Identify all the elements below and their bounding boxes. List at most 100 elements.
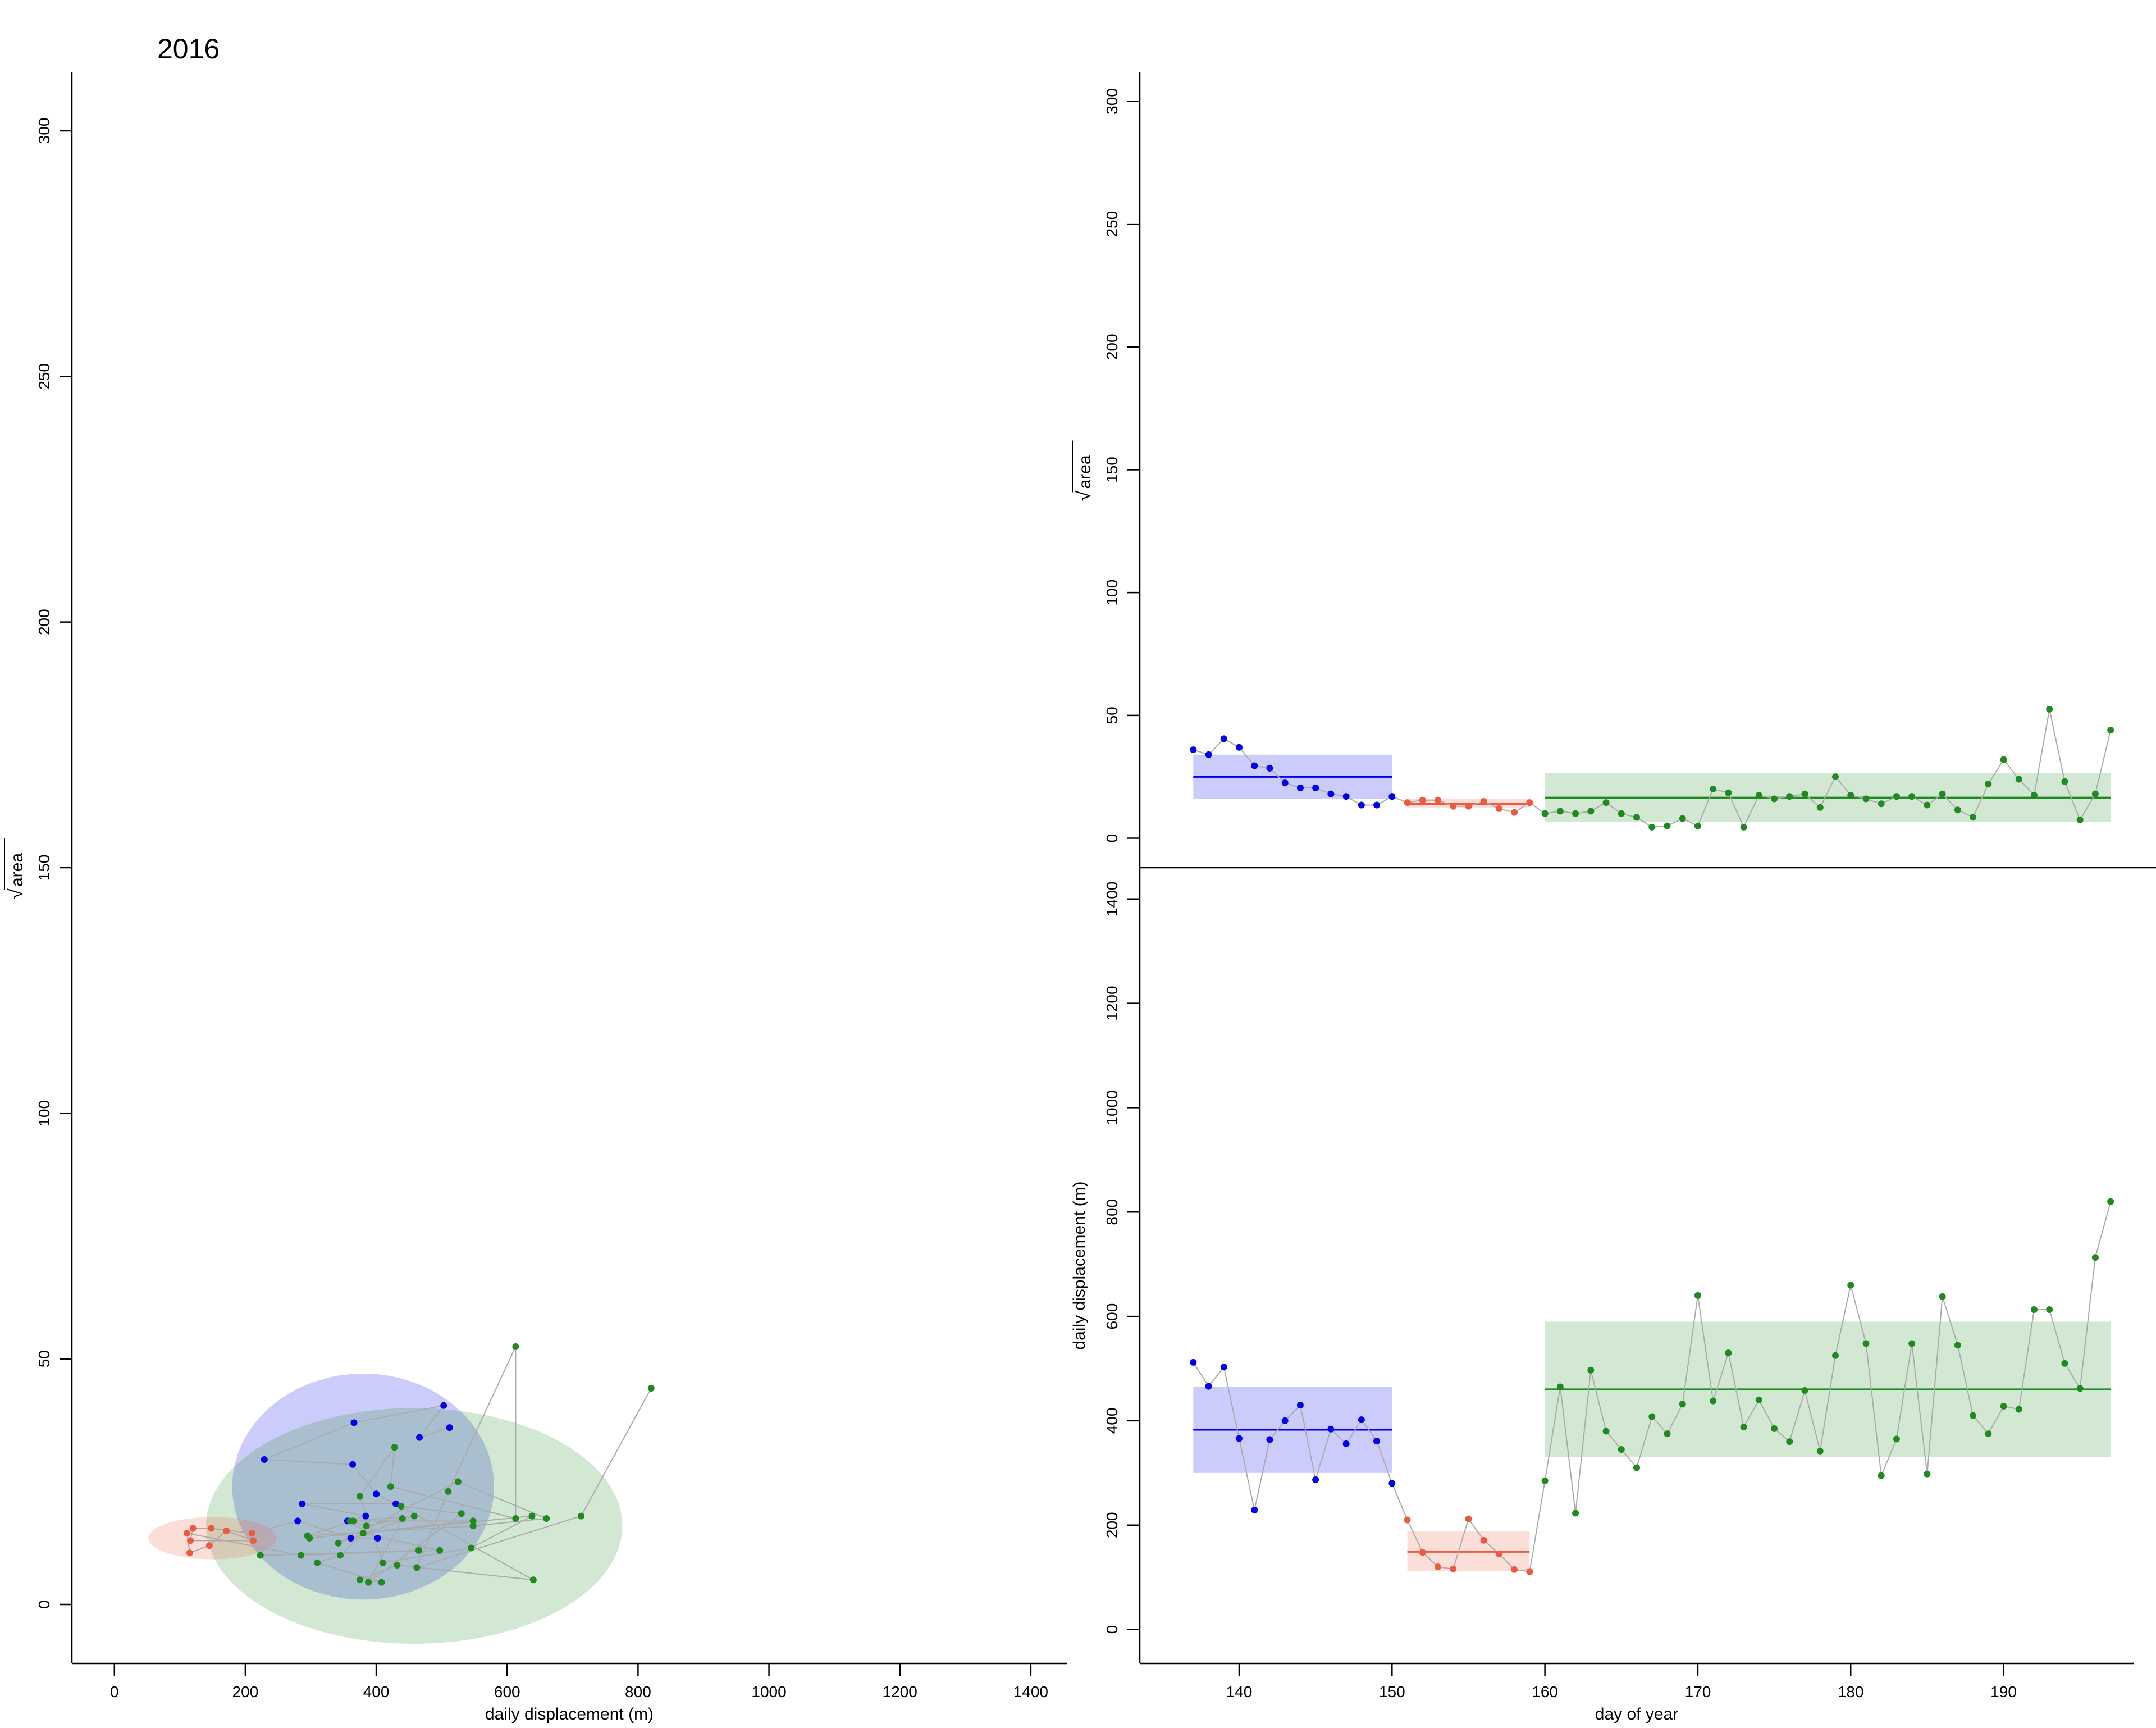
data-point [1755,791,1762,799]
data-point [1419,796,1426,804]
data-point [1404,799,1411,806]
x-axis-label: daily displacement (m) [485,1705,654,1724]
scatter-point [359,1530,367,1537]
scatter-point [294,1517,302,1525]
scatter-point [184,1530,191,1537]
y-tick-label: 200 [35,609,53,635]
y-tick-label: 800 [1103,1199,1121,1225]
data-point [1342,793,1350,800]
data-point [1419,1549,1426,1556]
scatter-point [469,1522,477,1530]
data-point [1954,1342,1961,1349]
data-point [1541,810,1549,817]
data-point [2091,1254,2099,1261]
scatter-point [416,1434,423,1441]
data-point [1541,1477,1549,1484]
scatter-point [398,1503,405,1510]
scatter-point [413,1564,421,1571]
data-point [1388,1480,1396,1487]
y-tick-label: 100 [1103,580,1121,606]
data-point [1511,1566,1518,1573]
scatter-point [350,1517,357,1525]
data-point [1679,815,1686,822]
data-point [1816,804,1824,811]
scatter-point [543,1515,550,1522]
scatter-points [184,1343,655,1586]
scatter-point [314,1559,321,1566]
ellipses [148,1373,623,1644]
scatter-point [458,1510,465,1517]
data-point [1908,793,1916,800]
y-tick-label: 0 [35,1600,53,1609]
scatter-point [468,1544,475,1552]
y-tick-label: 1400 [1103,882,1121,917]
data-point [1190,746,1197,754]
scatter-point [446,1424,453,1431]
data-point [1755,1396,1762,1403]
data-point [1893,793,1900,800]
top-right-axes: 0 50 100 150 200 250 300 √ area [1072,72,1141,868]
scatter-point [249,1537,257,1544]
left-axes: 0 50 100 150 200 250 300 0 200 400 600 800 1000 1200 1… [4,72,1067,1724]
x-axis-label: day of year [1595,1705,1678,1724]
scatter-point [454,1478,462,1485]
data-point [2107,1198,2114,1205]
data-point [1296,784,1304,791]
data-point [1205,1383,1212,1390]
scatter-point [205,1542,213,1549]
sqrt-symbol: √ [6,888,27,899]
scatter-point [208,1525,215,1532]
data-point [1465,1515,1472,1522]
y-tick-label: 200 [1103,334,1121,360]
y-axis-label-text: area [8,853,26,887]
data-point [1587,808,1595,815]
data-point [1373,1438,1381,1445]
data-point [1648,823,1656,831]
data-point [1786,1438,1793,1446]
y-axis-label: √area [1072,440,1095,501]
data-point [2061,778,2068,785]
scatter-point [528,1512,536,1520]
data-point [1220,735,1227,742]
x-tick-label: 170 [1685,1683,1711,1700]
y-tick-label: 50 [35,1350,53,1367]
x-tick-label: 180 [1838,1683,1864,1700]
data-point [1862,795,1870,803]
data-point [1893,1435,1900,1443]
data-point [1924,1470,1931,1478]
data-point [1556,1383,1564,1390]
data-point [1664,1430,1671,1438]
scatter-point [512,1515,519,1522]
y-axis-label: daily displacement (m) [1070,1181,1089,1349]
data-point [1985,781,1992,788]
data-point [2000,1402,2007,1410]
x-tick-label: 400 [363,1683,390,1700]
data-point [1435,1563,1441,1571]
y-tick-label: 600 [1103,1303,1121,1330]
data-point [1710,786,1717,793]
data-point [1480,1536,1487,1544]
data-point [2046,1306,2053,1314]
y-tick-label: 250 [35,363,53,390]
data-point [1939,1293,1946,1300]
x-tick-label: 140 [1226,1683,1253,1700]
data-point [1939,790,1946,797]
data-point [1495,805,1502,813]
data-point [1816,1447,1824,1455]
scatter-point [356,1493,363,1500]
data-point [2107,727,2114,734]
data-point [1342,1440,1350,1447]
scatter-point [399,1515,406,1522]
y-axis-label: √area [4,838,27,899]
scatter-point [647,1385,655,1392]
scatter-point [347,1534,354,1542]
scatter-point [392,1500,400,1507]
scatter-point [257,1552,264,1559]
y-tick-label: 0 [1103,834,1121,843]
scatter-point [529,1576,537,1584]
data-point [2061,1360,2068,1367]
data-point [2046,705,2053,713]
data-point [1664,822,1671,829]
data-point [1205,751,1212,758]
